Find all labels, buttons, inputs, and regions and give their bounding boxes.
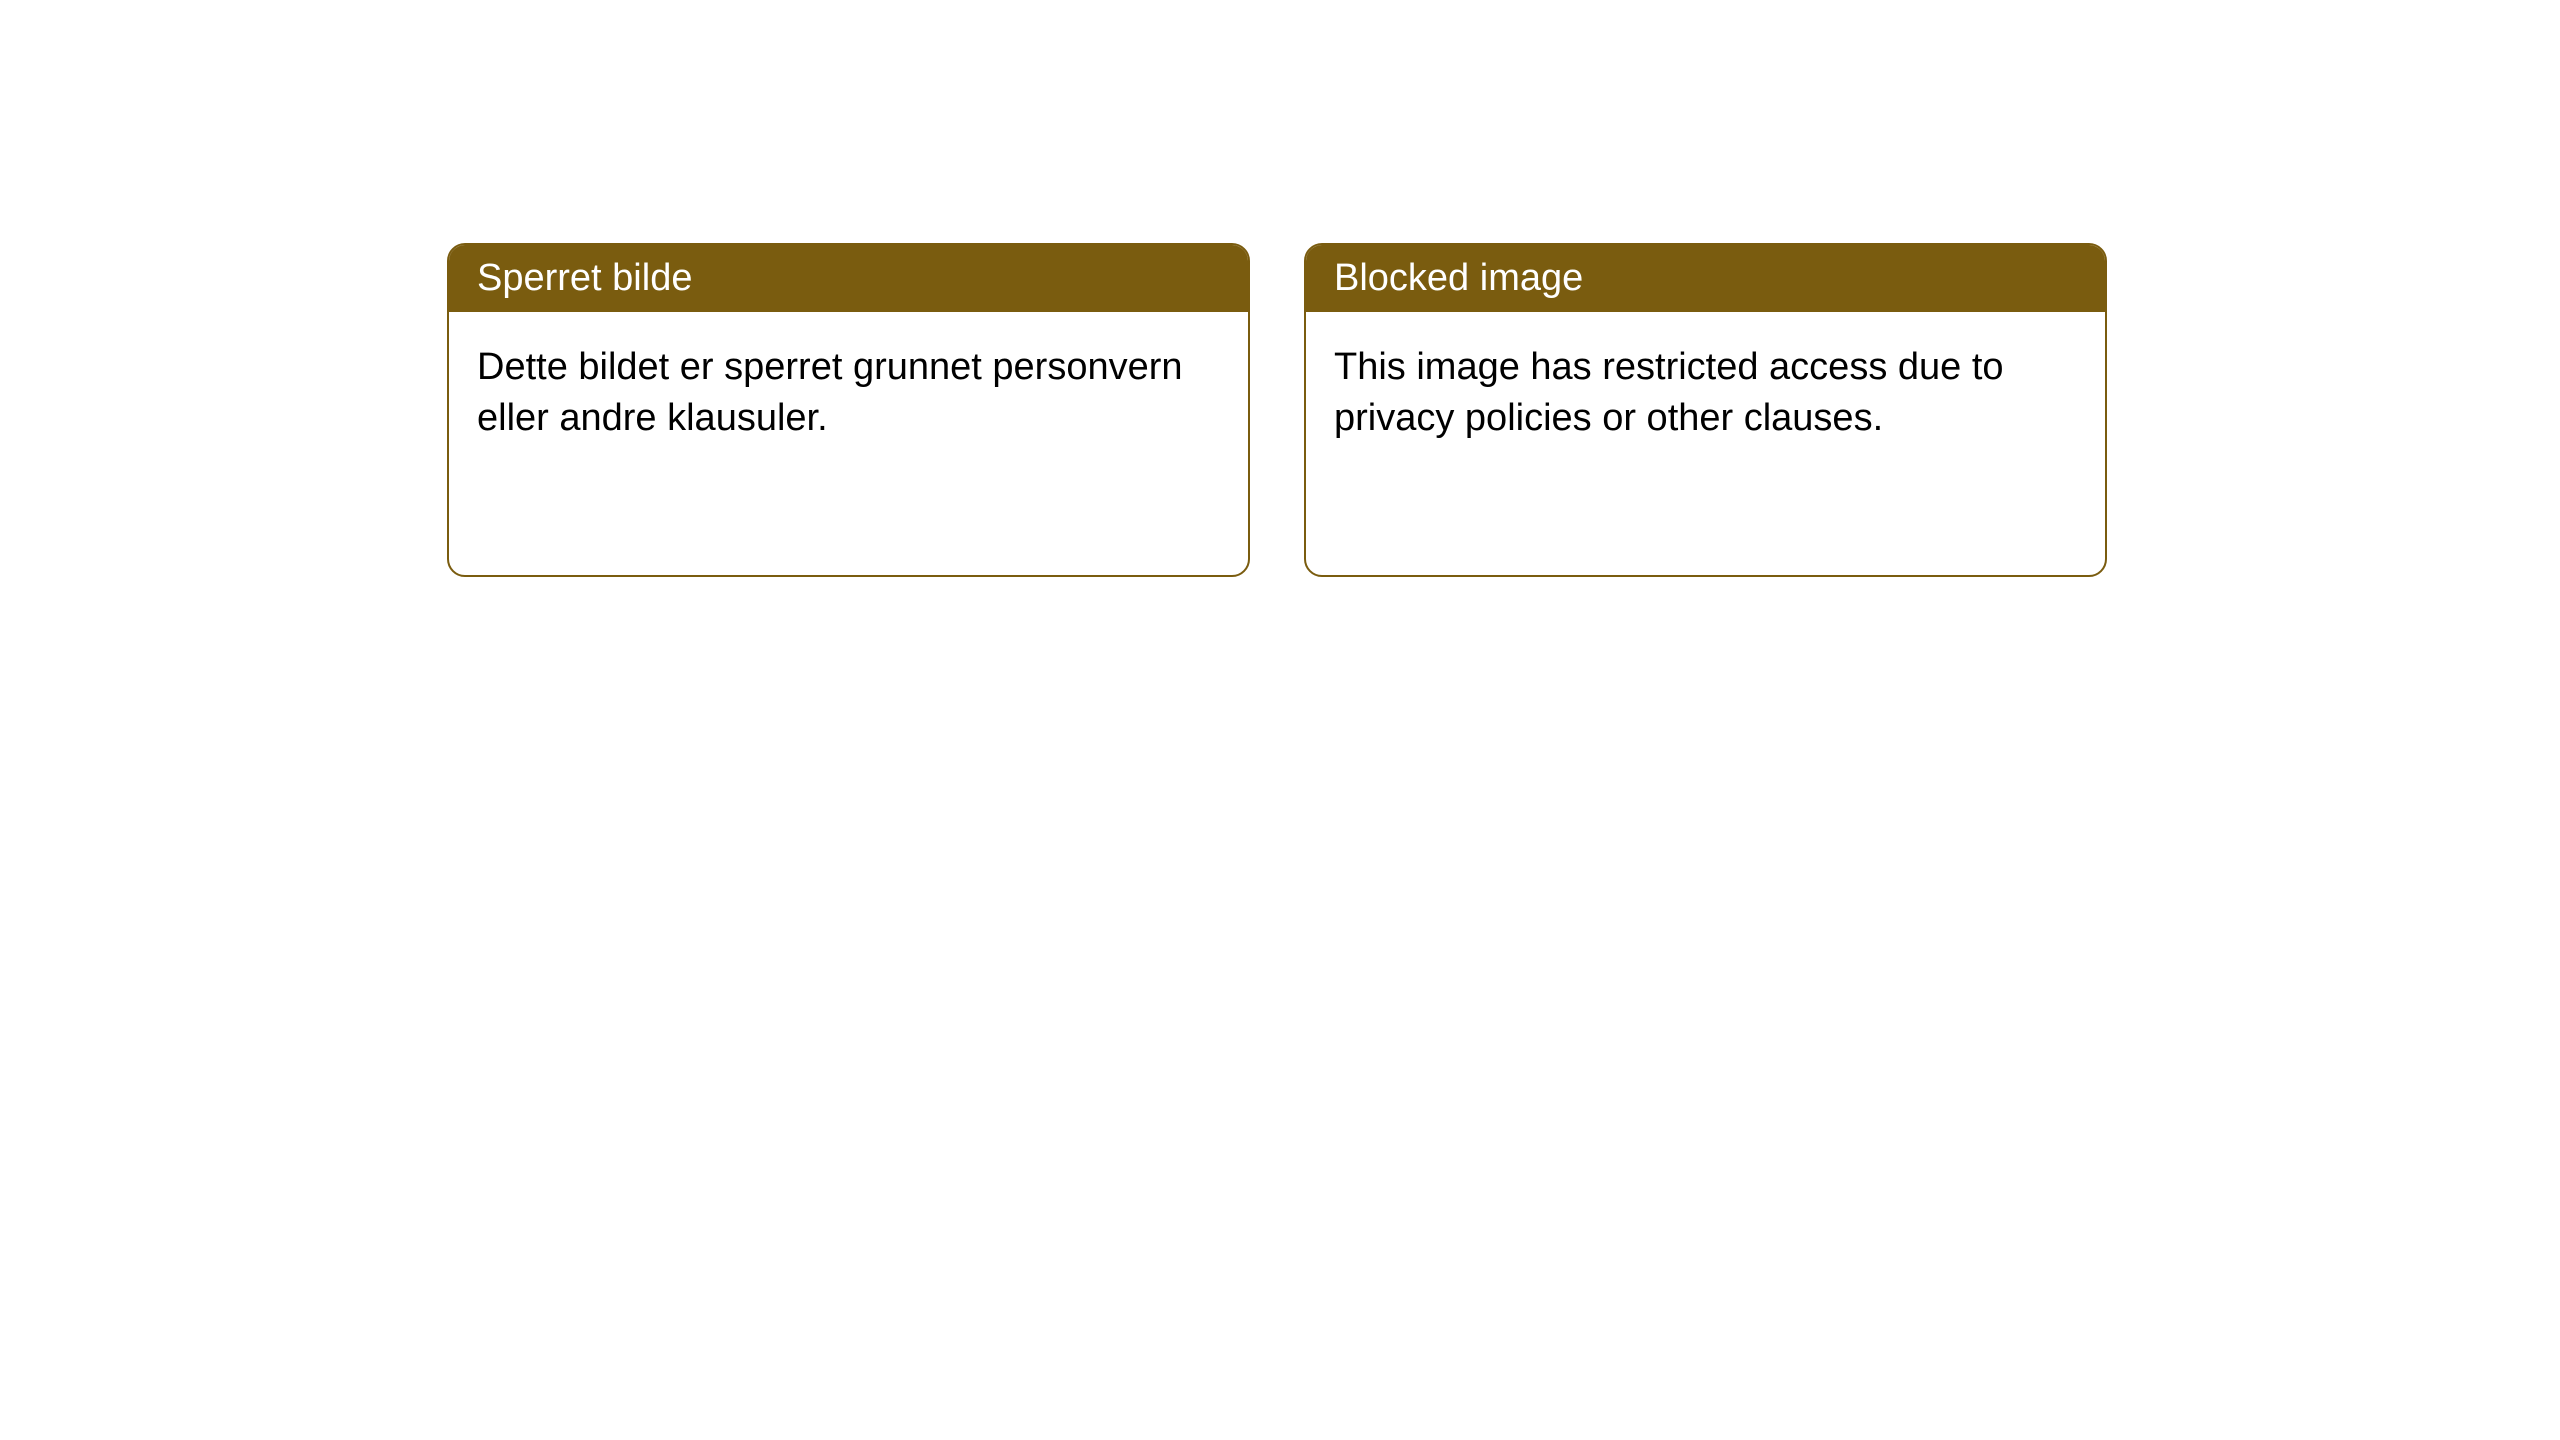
card-body-norwegian: Dette bildet er sperret grunnet personve… [449,312,1248,475]
card-header-english: Blocked image [1306,245,2105,312]
card-body-english: This image has restricted access due to … [1306,312,2105,475]
notice-card-norwegian: Sperret bilde Dette bildet er sperret gr… [447,243,1250,577]
card-header-norwegian: Sperret bilde [449,245,1248,312]
notice-card-english: Blocked image This image has restricted … [1304,243,2107,577]
notice-cards-row: Sperret bilde Dette bildet er sperret gr… [447,243,2107,577]
